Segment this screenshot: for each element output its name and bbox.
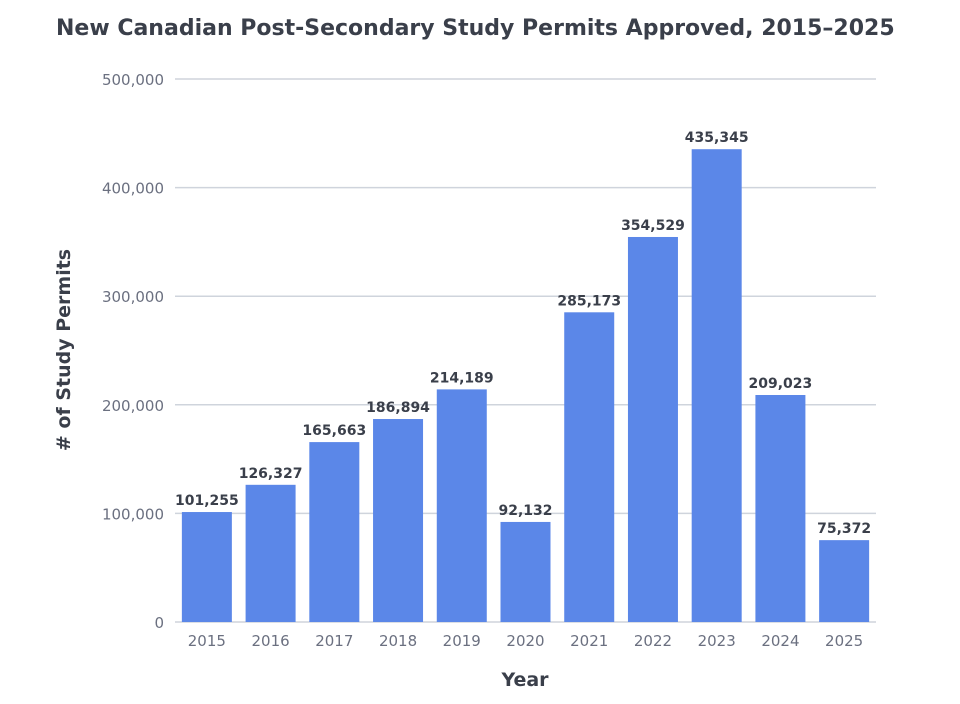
bar (819, 540, 870, 622)
y-tick-label: 300,000 (102, 288, 164, 306)
x-tick-label: 2016 (251, 632, 289, 650)
bar (564, 312, 615, 622)
y-tick-label: 100,000 (102, 505, 164, 523)
bar (436, 389, 487, 622)
chart-title: New Canadian Post-Secondary Study Permit… (56, 16, 895, 41)
x-tick-label: 2017 (315, 632, 353, 650)
x-tick-label: 2023 (698, 632, 736, 650)
y-tick-label: 400,000 (102, 180, 164, 198)
data-label: 214,189 (430, 370, 494, 386)
x-tick-label: 2022 (634, 632, 672, 650)
x-tick-label: 2019 (443, 632, 481, 650)
bar (500, 521, 551, 622)
bar (627, 236, 678, 622)
bars (181, 149, 870, 622)
bar (309, 442, 360, 622)
data-label: 285,173 (557, 293, 621, 309)
bar (245, 484, 296, 622)
x-tick-label: 2025 (825, 632, 863, 650)
y-tick-label: 200,000 (102, 397, 164, 415)
data-label: 101,255 (175, 493, 239, 509)
y-tick-label: 500,000 (102, 71, 164, 89)
y-axis-ticks: 0 100,000 200,000 300,000 400,000 500,000 (102, 71, 164, 632)
data-label: 354,529 (621, 218, 685, 234)
data-label: 126,327 (239, 466, 303, 482)
x-tick-label: 2024 (761, 632, 799, 650)
data-label: 75,372 (817, 521, 871, 537)
bar (373, 419, 424, 622)
bar (755, 395, 806, 622)
x-tick-label: 2018 (379, 632, 417, 650)
data-label: 92,132 (498, 503, 552, 519)
bar (691, 149, 742, 622)
x-tick-label: 2015 (188, 632, 226, 650)
data-label: 186,894 (366, 400, 430, 416)
x-tick-label: 2020 (506, 632, 544, 650)
bar (181, 512, 232, 622)
y-axis-title: # of Study Permits (53, 249, 75, 451)
x-axis-title: Year (500, 669, 549, 691)
x-axis-ticks: 2015 2016 2017 2018 2019 2020 2021 2022 2023 2024… (188, 632, 863, 650)
y-tick-label: 0 (154, 614, 164, 632)
data-label: 165,663 (302, 423, 366, 439)
data-label: 435,345 (685, 130, 749, 146)
data-label: 209,023 (749, 376, 813, 392)
x-tick-label: 2021 (570, 632, 608, 650)
